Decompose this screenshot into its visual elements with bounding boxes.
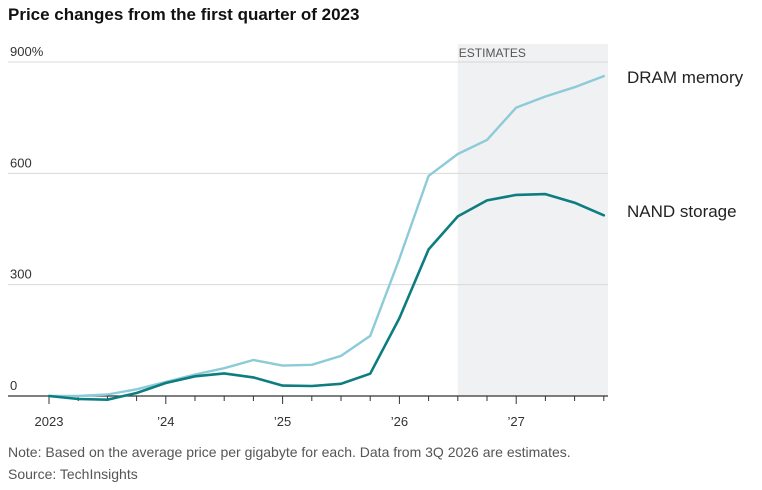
x-tick-label: ’27 <box>508 414 525 429</box>
estimates-label: ESTIMATES <box>459 46 526 60</box>
y-tick-label: 0 <box>10 378 17 393</box>
x-tick-label: 2023 <box>35 414 64 429</box>
y-tick-label: 300 <box>10 267 32 282</box>
x-tick-label: ’25 <box>274 414 291 429</box>
chart-note: Note: Based on the average price per gig… <box>8 444 571 460</box>
y-tick-label: 900% <box>10 44 44 59</box>
series-label-dram-memory: DRAM memory <box>627 68 744 87</box>
chart-source: Source: TechInsights <box>8 466 138 482</box>
series-line-dram-memory <box>47 74 605 398</box>
line-chart: ESTIMATES 0 300 600 900% 2023 ’24 ’25 ’26 ’27 DRAM… <box>8 44 744 429</box>
series-label-nand-storage: NAND storage <box>627 202 737 221</box>
x-tick-label: ’24 <box>157 414 174 429</box>
chart-title: Price changes from the first quarter of … <box>8 5 360 24</box>
estimates-region <box>457 44 608 396</box>
y-tick-label: 600 <box>10 155 32 170</box>
series-line-nand-storage <box>47 192 606 402</box>
x-tick-label: ’26 <box>391 414 408 429</box>
